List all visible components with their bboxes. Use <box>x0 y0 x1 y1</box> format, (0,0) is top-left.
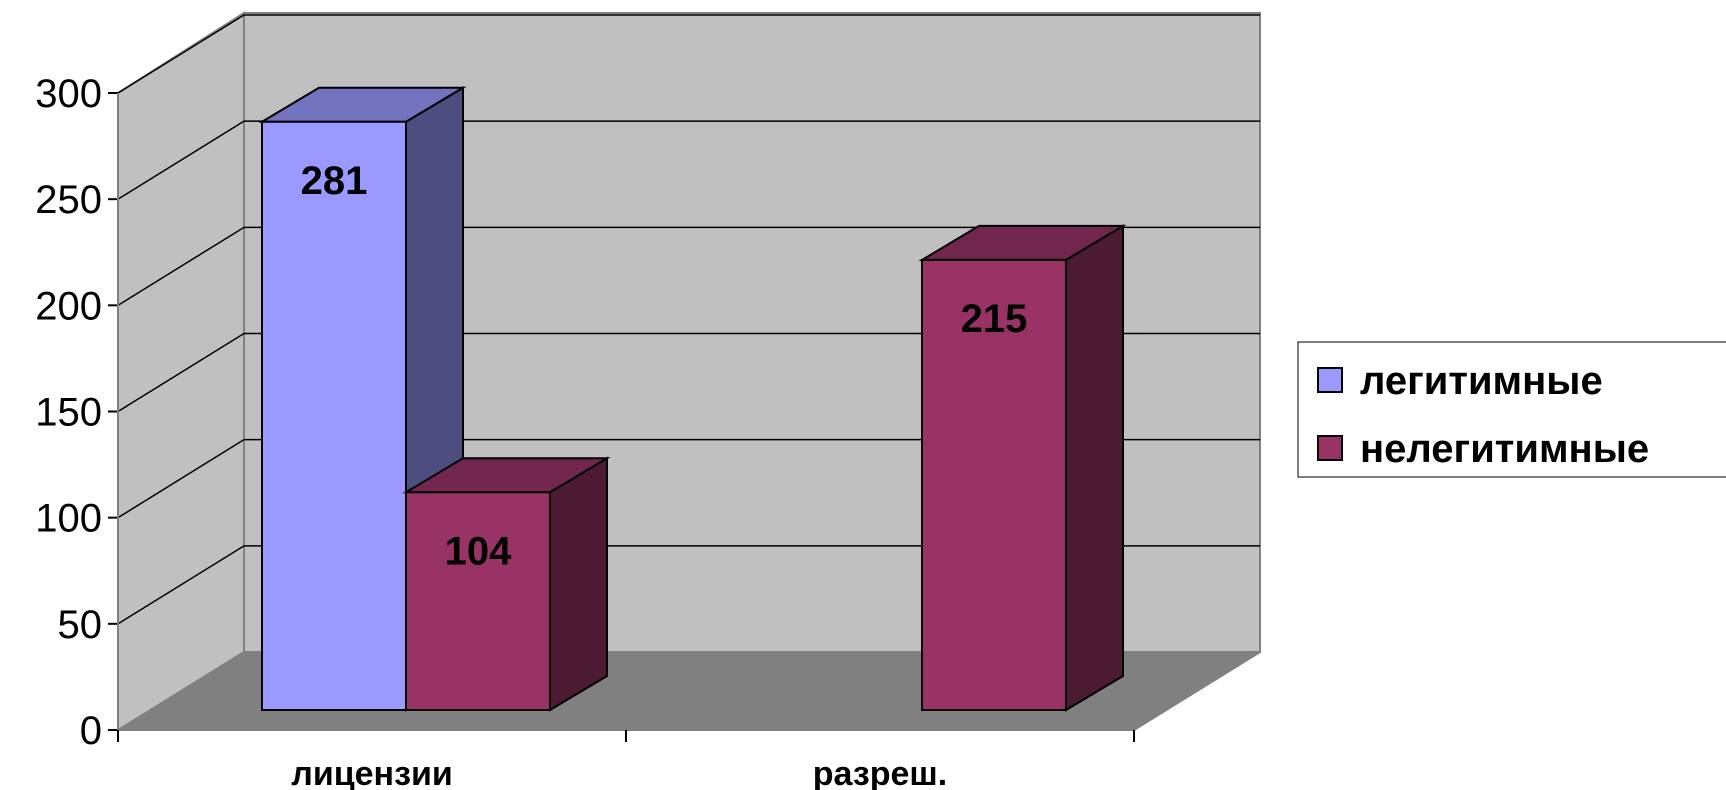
gridline-side <box>117 439 245 519</box>
y-tick-label: 250 <box>35 178 102 222</box>
y-tick-label: 300 <box>35 72 102 116</box>
y-tick-label: 0 <box>80 709 102 753</box>
bar-side <box>549 456 608 712</box>
legend-swatch-legit <box>1317 367 1343 393</box>
legend: легитимные нелегитимные <box>1297 341 1726 478</box>
data-label: 215 <box>961 297 1028 341</box>
legend-label-illegit: нелегитимные <box>1360 427 1649 471</box>
bar <box>402 456 611 712</box>
gridline-side <box>117 545 245 625</box>
y-tick-label: 150 <box>35 391 102 435</box>
bar-front <box>261 120 407 712</box>
side-wall <box>117 11 245 732</box>
gridline-side <box>117 14 245 94</box>
y-tick-label: 100 <box>35 497 102 541</box>
x-category-label: разреш. <box>813 755 947 790</box>
x-category-label: лицензии <box>291 755 453 790</box>
legend-label-legit: легитимные <box>1360 359 1603 403</box>
data-labels: 281 104 215 <box>301 159 1028 574</box>
bar <box>918 224 1127 712</box>
data-label: 281 <box>301 159 368 203</box>
x-axis: лицензии разреш. <box>117 651 1261 790</box>
legend-swatch-illegit <box>1317 435 1343 461</box>
y-axis: 0 50 100 150 200 250 300 <box>35 72 119 753</box>
y-tick-label: 200 <box>35 284 102 328</box>
y-tick-label: 50 <box>58 603 103 647</box>
legend-box <box>1297 341 1726 478</box>
bar-front <box>921 258 1067 711</box>
gridline-side <box>117 332 245 413</box>
floor-edge <box>1133 651 1261 731</box>
gridline-side <box>117 226 245 306</box>
bars <box>258 86 1127 712</box>
bar-front <box>405 491 551 711</box>
bar-side <box>1065 224 1124 712</box>
data-label: 104 <box>445 529 512 573</box>
gridline-side <box>117 120 245 200</box>
